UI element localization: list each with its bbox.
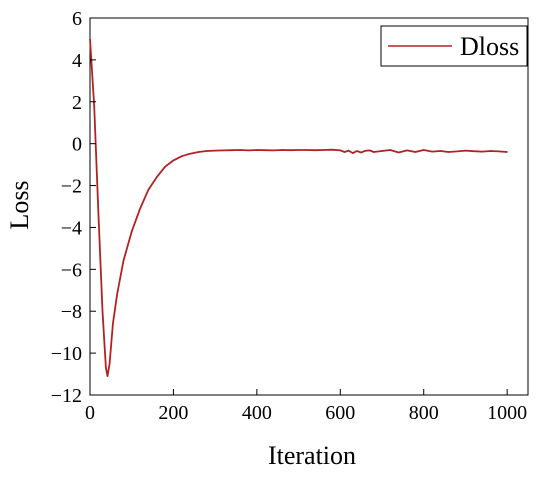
- data-point: [368, 149, 371, 152]
- data-point: [256, 149, 258, 151]
- data-point: [314, 149, 316, 151]
- x-tick-label: 0: [85, 402, 95, 424]
- data-point: [147, 189, 150, 191]
- x-tick-label: 200: [158, 402, 188, 424]
- data-point: [97, 210, 100, 212]
- y-tick-label: −12: [51, 385, 82, 407]
- data-point: [264, 149, 266, 151]
- y-tick-label: −2: [61, 176, 82, 198]
- data-point: [431, 150, 433, 153]
- data-point: [172, 159, 175, 162]
- data-point: [247, 149, 250, 152]
- data-point: [464, 149, 467, 152]
- data-point: [272, 149, 275, 152]
- data-point: [197, 151, 200, 153]
- x-tick-label: 800: [409, 402, 439, 424]
- data-point: [122, 260, 125, 262]
- data-point: [181, 155, 183, 157]
- data-point: [93, 105, 95, 107]
- data-point: [364, 150, 366, 152]
- y-tick-label: 0: [72, 134, 82, 156]
- data-point: [156, 176, 158, 178]
- data-point: [456, 150, 458, 153]
- plot-area: [89, 17, 529, 396]
- data-point: [352, 152, 354, 154]
- legend-label: Dloss: [460, 32, 519, 61]
- data-point: [112, 323, 114, 325]
- data-point: [222, 149, 225, 152]
- data-point: [231, 149, 233, 151]
- data-point: [498, 150, 500, 153]
- data-point: [89, 38, 91, 40]
- legend: Dloss: [380, 25, 528, 67]
- data-point: [373, 151, 375, 153]
- data-point: [356, 150, 358, 152]
- data-point: [489, 150, 492, 152]
- tick-layer: 0 200 400 600 800 1000 −12 −10 −8 −6 −4 −2 0 2 4 6: [51, 8, 527, 424]
- x-tick-label: 1000: [487, 402, 527, 424]
- data-point: [239, 149, 241, 151]
- data-point: [347, 149, 350, 152]
- data-point: [481, 150, 483, 153]
- data-point: [189, 153, 191, 155]
- data-point: [108, 362, 111, 365]
- data-point: [105, 367, 107, 369]
- x-axis-title: Iteration: [268, 441, 356, 470]
- data-point: [448, 151, 450, 153]
- data-point: [414, 151, 417, 153]
- series-line-dloss: [89, 38, 508, 377]
- y-tick-label: 6: [72, 8, 82, 30]
- data-point: [206, 150, 208, 152]
- data-point: [281, 149, 283, 151]
- data-point: [131, 230, 133, 233]
- data-point: [389, 149, 391, 151]
- x-tick-label: 600: [325, 402, 355, 424]
- data-point: [139, 207, 141, 210]
- y-tick-label: −8: [61, 301, 82, 323]
- data-point: [297, 149, 300, 151]
- data-point: [331, 149, 333, 151]
- x-tick-label: 400: [242, 402, 272, 424]
- y-tick-label: −10: [51, 343, 82, 365]
- series-layer: [89, 38, 508, 377]
- data-point: [106, 375, 109, 377]
- data-point: [306, 149, 308, 151]
- data-point: [214, 149, 216, 152]
- y-tick-label: 2: [72, 92, 82, 114]
- data-point: [406, 149, 408, 152]
- plot-border: [89, 17, 529, 396]
- y-tick-label: −6: [61, 259, 82, 281]
- y-tick-label: 4: [72, 50, 82, 72]
- data-point: [289, 149, 291, 151]
- data-point: [506, 151, 508, 153]
- y-axis-title: Loss: [5, 180, 34, 229]
- data-point: [116, 293, 118, 296]
- data-point: [381, 150, 383, 152]
- data-point: [343, 151, 346, 153]
- data-point: [473, 150, 475, 152]
- data-point: [322, 149, 325, 151]
- data-point: [339, 149, 341, 152]
- data-point: [398, 151, 400, 154]
- data-point: [439, 150, 442, 152]
- y-tick-label: −4: [61, 217, 82, 239]
- data-point: [101, 310, 104, 312]
- data-point: [423, 149, 425, 151]
- data-point: [164, 166, 166, 168]
- data-point: [360, 151, 362, 154]
